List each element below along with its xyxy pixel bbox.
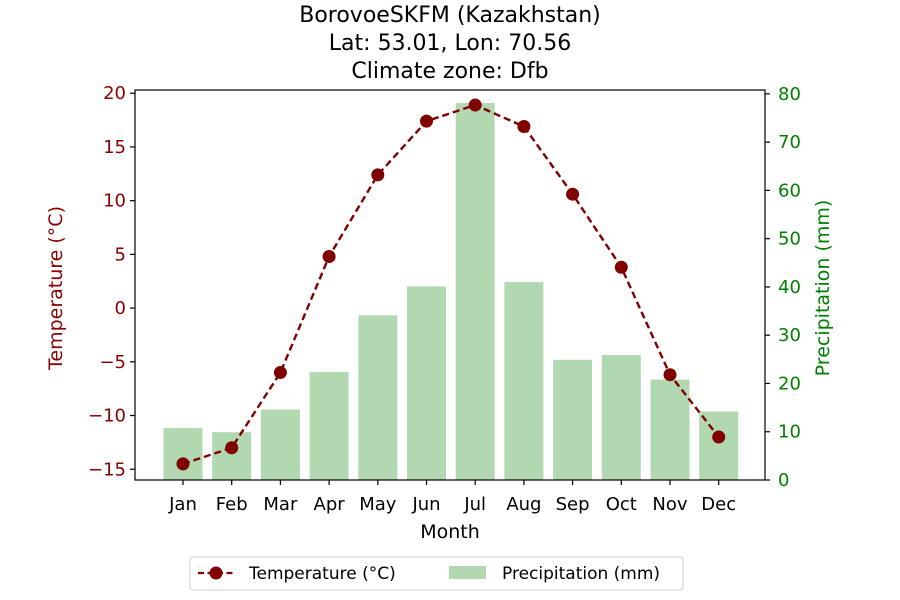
left-tick-label: 0 <box>115 298 126 319</box>
x-tick-label-jan: Jan <box>168 494 197 515</box>
precipitation-bar-oct <box>601 354 641 480</box>
temperature-line <box>182 103 720 466</box>
chart-title-line-1: BorovoeSKFM (Kazakhstan) <box>299 3 601 28</box>
precipitation-bar-dec <box>699 411 739 480</box>
precipitation-bar-sep <box>553 359 593 480</box>
right-tick-label: 80 <box>778 84 801 105</box>
right-axis-ticks: 0 10 20 30 40 50 60 70 80 <box>765 84 801 491</box>
precipitation-bar-jan <box>163 427 203 480</box>
left-axis-ticks: −15 −10 −5 0 5 10 15 20 <box>88 83 135 480</box>
x-tick-label-nov: Nov <box>652 494 687 515</box>
x-tick-label-aug: Aug <box>506 494 541 515</box>
left-tick-label: −15 <box>88 459 126 480</box>
temperature-line-group <box>176 98 726 471</box>
x-axis-label: Month <box>420 521 480 543</box>
precipitation-bar-jul <box>455 103 495 481</box>
temperature-point-may <box>371 168 385 182</box>
x-tick-label-sep: Sep <box>556 494 590 515</box>
precipitation-bar-apr <box>309 371 349 480</box>
precipitation-bars <box>163 103 739 481</box>
legend-temperature-label: Temperature (°C) <box>248 564 396 584</box>
x-tick-label-mar: Mar <box>263 494 298 515</box>
x-tick-label-jun: Jun <box>411 494 440 515</box>
x-tick-label-feb: Feb <box>216 494 248 515</box>
left-tick-label: 5 <box>115 244 126 265</box>
precipitation-bar-aug <box>504 282 544 480</box>
x-axis-ticks: Jan Feb Mar Apr May Jun Jul Aug Sep Oct Nov Dec <box>168 480 736 515</box>
right-tick-label: 60 <box>778 180 801 201</box>
right-tick-label: 30 <box>778 325 801 346</box>
temperature-point-oct <box>614 260 628 274</box>
x-tick-label-apr: Apr <box>314 494 346 515</box>
left-axis-label: Temperature (°C) <box>45 206 67 371</box>
right-tick-label: 40 <box>778 277 801 298</box>
chart-title-line-3: Climate zone: Dfb <box>351 59 548 84</box>
precipitation-bar-jun <box>407 286 446 480</box>
precipitation-bar-nov <box>650 379 690 480</box>
temperature-point-mar <box>273 366 287 380</box>
temperature-point-nov <box>663 368 677 382</box>
legend-frame <box>189 556 684 591</box>
left-tick-label: 20 <box>103 83 126 104</box>
right-tick-label: 50 <box>778 229 801 250</box>
left-tick-label: −10 <box>88 406 126 427</box>
x-tick-label-dec: Dec <box>701 494 736 515</box>
temperature-point-feb <box>225 441 239 455</box>
temperature-point-dec <box>712 430 726 444</box>
x-tick-label-may: May <box>359 494 397 515</box>
legend: Temperature (°C) Precipitation (mm) <box>189 556 684 591</box>
precipitation-bar-feb <box>212 432 252 480</box>
temperature-point-aug <box>517 120 531 134</box>
precipitation-bar-mar <box>260 409 300 480</box>
left-tick-label: −5 <box>99 352 126 373</box>
right-axis-label: Precipitation (mm) <box>812 200 834 377</box>
x-tick-label-oct: Oct <box>606 494 637 515</box>
temperature-point-jan <box>176 457 190 471</box>
left-tick-label: 10 <box>103 191 126 212</box>
legend-precipitation-swatch-icon <box>449 566 486 579</box>
temperature-point-jul <box>468 98 482 112</box>
chart-title-line-2: Lat: 53.01, Lon: 70.56 <box>329 31 571 56</box>
legend-temperature-marker-icon <box>209 566 223 580</box>
x-tick-label-jul: Jul <box>463 494 486 515</box>
precipitation-bar-may <box>358 315 398 480</box>
temperature-point-apr <box>322 250 336 264</box>
right-tick-label: 70 <box>778 132 801 153</box>
right-tick-label: 10 <box>778 422 801 443</box>
temperature-point-jun <box>420 114 433 128</box>
left-tick-label: 15 <box>103 137 126 158</box>
right-tick-label: 0 <box>778 470 789 491</box>
right-tick-label: 20 <box>778 373 801 394</box>
plot-frame <box>134 89 766 481</box>
legend-precipitation-label: Precipitation (mm) <box>502 564 660 584</box>
temperature-point-sep <box>566 187 580 201</box>
